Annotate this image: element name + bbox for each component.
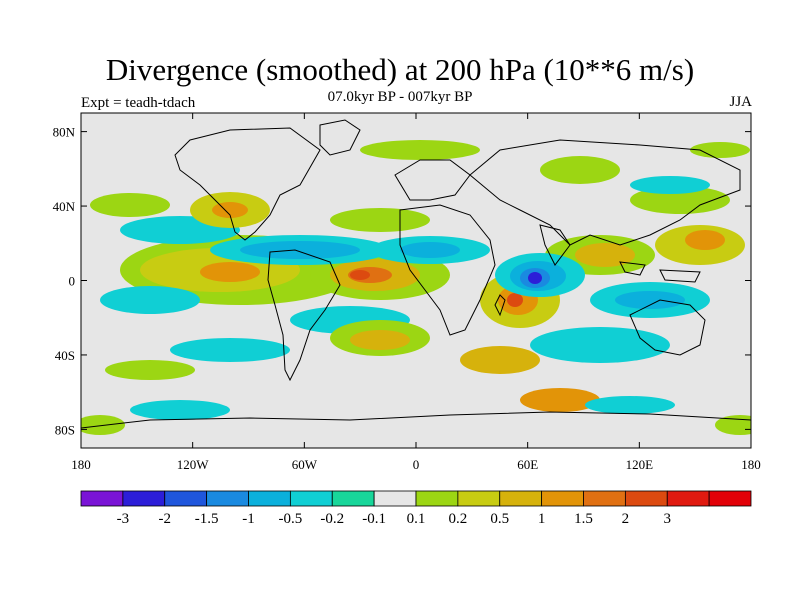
colorbar-box <box>499 490 543 507</box>
latitude-axis: 80N 40N 0 40S 80S <box>53 125 751 437</box>
lat-tick-label: 0 <box>69 274 76 289</box>
lat-tick-label: 80N <box>53 125 76 140</box>
colorbar-box <box>331 490 375 507</box>
colorbar-box <box>457 490 501 507</box>
colorbar-label: 1.5 <box>574 511 593 527</box>
colorbar-label: 1 <box>538 511 546 527</box>
colorbar-label: 2 <box>622 511 630 527</box>
coastlines <box>81 119 751 429</box>
colorbar-box <box>289 490 333 507</box>
experiment-label: Expt = teadh-tdach <box>81 95 196 111</box>
colorbar-box <box>122 490 166 507</box>
lon-tick-label: 60W <box>292 457 318 472</box>
divergence-field <box>81 140 751 435</box>
plot-title: Divergence (smoothed) at 200 hPa (10**6 … <box>105 52 695 87</box>
longitude-axis: 180 120W 60W 0 60E 120E 180 <box>71 113 761 472</box>
lat-tick-label: 40S <box>55 348 75 363</box>
season-label: JJA <box>729 94 752 110</box>
lon-tick-label: 180 <box>71 457 91 472</box>
colorbar-box <box>164 490 208 507</box>
colorbar-box <box>666 490 710 507</box>
colorbar-label: -0.5 <box>279 511 303 527</box>
colorbar-box <box>80 490 124 507</box>
colorbar-box <box>373 490 417 507</box>
colorbar-label: 3 <box>664 511 672 527</box>
colorbar-label: -1 <box>242 511 255 527</box>
colorbar-box <box>708 490 752 507</box>
colorbar-label: 0.2 <box>449 511 468 527</box>
lon-tick-label: 0 <box>413 457 420 472</box>
colorbar-box <box>248 490 291 507</box>
colorbar-label: -0.1 <box>362 511 386 527</box>
colorbar-label: -0.2 <box>320 511 344 527</box>
colorbar-box <box>206 490 249 507</box>
colorbar-box <box>624 490 668 507</box>
lon-tick-label: 120E <box>626 457 654 472</box>
lat-tick-label: 40N <box>53 199 76 214</box>
colorbar-label: 0.5 <box>490 511 509 527</box>
colorbar-label: 0.1 <box>407 511 426 527</box>
colorbar-box <box>415 490 459 507</box>
colorbar-box <box>583 490 626 507</box>
lon-tick-label: 120W <box>177 457 210 472</box>
colorbar-label: -1.5 <box>195 511 219 527</box>
colorbar-label: -3 <box>117 511 130 527</box>
colorbar-label: -2 <box>159 511 172 527</box>
lon-tick-label: 60E <box>517 457 538 472</box>
plot-subtitle: 07.0kyr BP - 007kyr BP <box>327 89 473 105</box>
lon-tick-label: 180 <box>741 457 761 472</box>
lat-tick-label: 80S <box>55 422 75 437</box>
colorbar-box <box>541 490 584 507</box>
